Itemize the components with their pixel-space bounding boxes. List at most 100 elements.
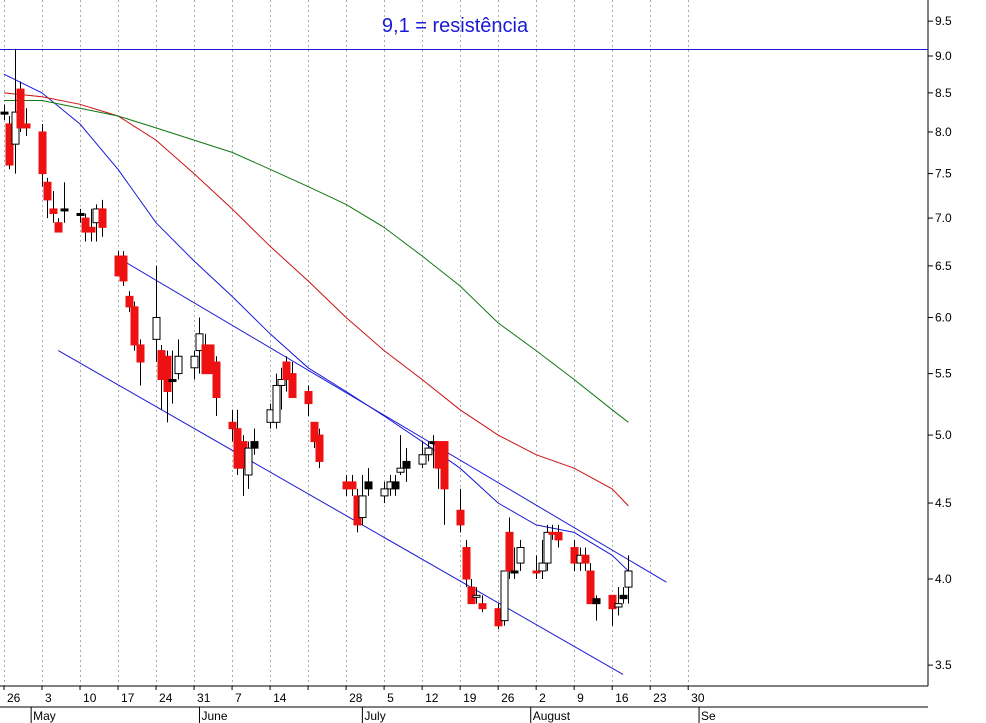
candle — [510, 547, 519, 579]
y-tick-label: 8.5 — [935, 86, 952, 100]
candle — [462, 539, 471, 588]
x-tick-labels: 26 3 10 17 24 31 7 14 28 5 12 19 26 2 9 16 23 30 — [3, 686, 705, 705]
month-labels: May June July August Se — [0, 706, 928, 723]
candle-body — [0, 111, 9, 115]
candle — [505, 517, 514, 579]
candle-body — [396, 467, 405, 473]
candle-body — [456, 509, 465, 526]
candle-body — [168, 379, 177, 383]
candle-body — [38, 131, 47, 175]
moving-average-line-1 — [3, 73, 629, 572]
candle-body — [125, 295, 134, 308]
candle — [190, 350, 199, 380]
candle — [478, 595, 487, 613]
candle — [304, 385, 313, 417]
candle-body — [282, 361, 291, 381]
candle — [608, 594, 617, 626]
candle — [152, 265, 161, 362]
candle-body — [250, 441, 259, 449]
candle-body — [424, 447, 433, 456]
candle — [136, 339, 145, 386]
y-tick-label: 5.0 — [935, 428, 952, 442]
month-label: Se — [701, 709, 716, 723]
candle — [195, 317, 204, 374]
candle — [163, 350, 172, 423]
moving-averages — [3, 73, 629, 572]
x-tick-label: 19 — [463, 691, 477, 705]
candle-body — [581, 554, 590, 564]
candle — [168, 350, 177, 404]
candle-body — [592, 598, 601, 605]
candle — [440, 441, 449, 525]
candle-body — [16, 88, 25, 129]
candle — [87, 208, 96, 242]
candle — [581, 547, 590, 571]
candle-body — [472, 594, 481, 598]
candle-body — [87, 226, 96, 233]
channel-lower-line — [58, 350, 624, 675]
candle-body — [608, 594, 617, 610]
candle — [543, 524, 552, 571]
candle-body — [543, 531, 552, 564]
candle — [418, 441, 427, 469]
candle-body — [76, 212, 85, 216]
y-tick-label: 6.5 — [935, 259, 952, 273]
candle — [130, 301, 139, 351]
candle — [22, 108, 31, 137]
candle — [60, 182, 69, 223]
candle-body — [510, 570, 519, 574]
candle-body — [81, 217, 90, 233]
candle — [119, 251, 128, 287]
candle-body — [554, 531, 563, 541]
grid-lines — [4, 0, 689, 686]
candle — [315, 428, 324, 469]
month-label: May — [33, 709, 56, 723]
candle — [212, 356, 221, 417]
channel-upper-line — [123, 260, 667, 583]
candle-body — [277, 379, 286, 386]
x-tick-label: 30 — [691, 691, 705, 705]
candle-body — [348, 481, 357, 490]
month-label: August — [533, 709, 571, 723]
candle — [81, 213, 90, 242]
candle — [310, 421, 319, 449]
candle-body — [272, 384, 281, 423]
y-tick-label: 4.0 — [935, 572, 952, 586]
candle — [125, 291, 134, 313]
candle — [16, 81, 25, 132]
candle — [206, 344, 215, 375]
candle-body — [136, 344, 145, 363]
candle — [391, 474, 400, 496]
candle — [424, 441, 433, 462]
y-tick-label: 4.5 — [935, 496, 952, 510]
candle — [244, 441, 253, 489]
candle — [380, 481, 389, 504]
candle — [516, 539, 525, 571]
x-tick-label: 17 — [121, 691, 135, 705]
candle-body — [364, 481, 373, 490]
x-tick-label: 2 — [539, 691, 546, 705]
candle-body — [174, 355, 183, 375]
candle-body — [43, 181, 52, 201]
axes — [0, 0, 929, 687]
y-tick-label: 7.0 — [935, 211, 952, 225]
x-tick-label: 26 — [501, 691, 515, 705]
candle-body — [440, 441, 449, 490]
candle-body — [478, 603, 487, 610]
y-tick-label: 5.5 — [935, 367, 952, 381]
candle — [472, 587, 481, 604]
candle-body — [391, 481, 400, 490]
candle — [288, 361, 297, 399]
candle-body — [195, 333, 204, 352]
y-tick-label: 6.0 — [935, 311, 952, 325]
candle-body — [315, 434, 324, 462]
candle — [250, 428, 259, 455]
candle-body — [532, 570, 541, 574]
candle — [456, 488, 465, 533]
candles — [0, 48, 633, 630]
x-tick-label: 10 — [83, 691, 97, 705]
candle-body — [130, 306, 139, 346]
candle — [532, 555, 541, 579]
candle — [228, 409, 237, 442]
